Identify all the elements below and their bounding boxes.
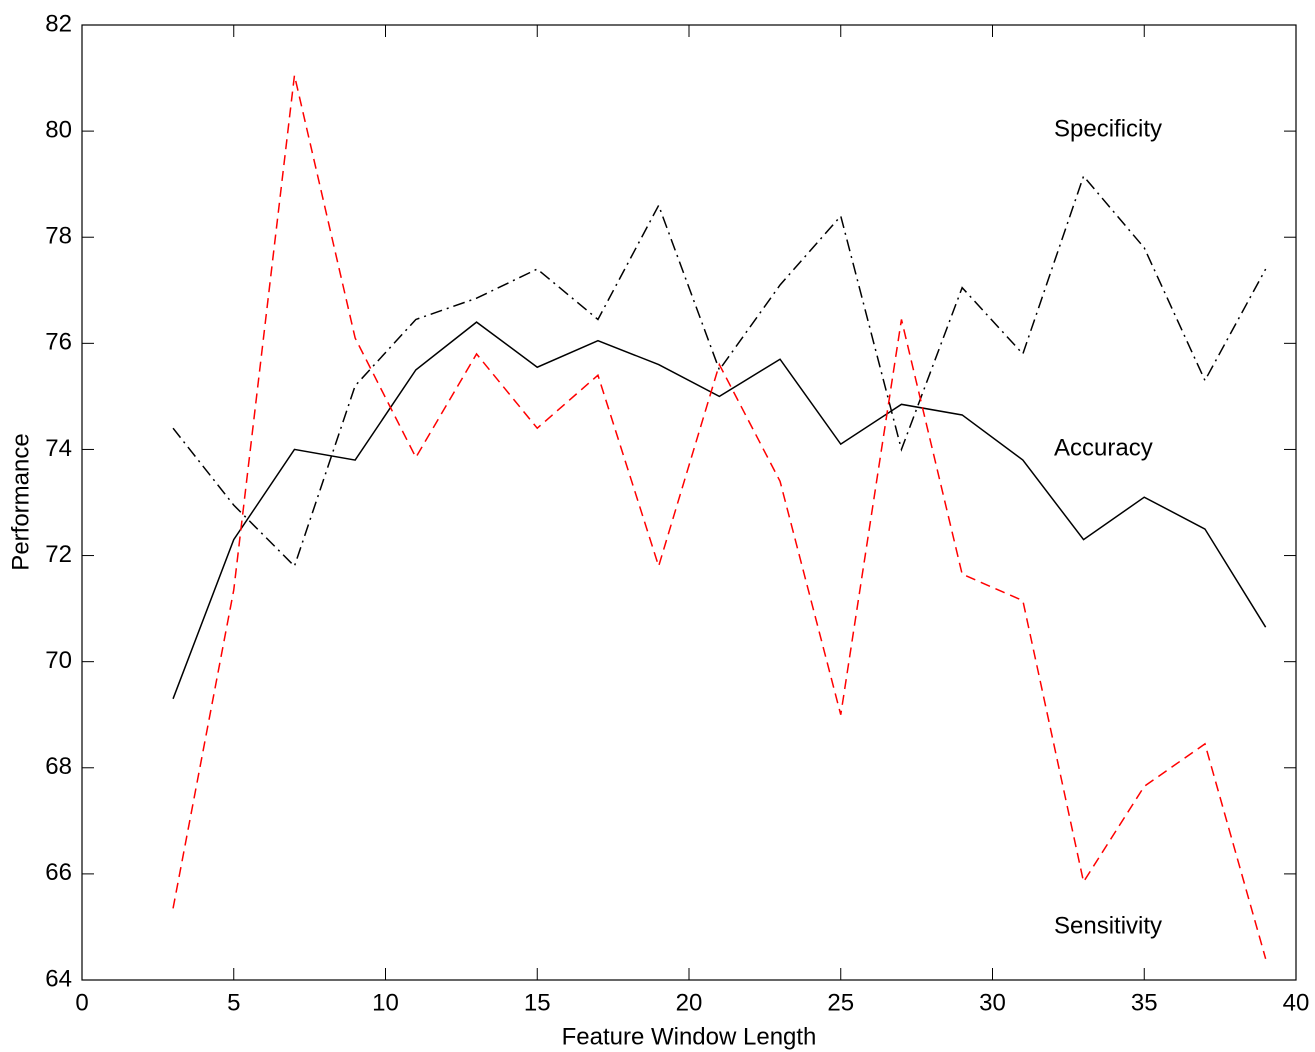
x-tick-label: 15 xyxy=(524,989,551,1016)
y-tick-label: 76 xyxy=(45,329,72,356)
x-tick-label: 10 xyxy=(372,989,399,1016)
y-tick-label: 78 xyxy=(45,223,72,250)
series-label: Specificity xyxy=(1054,115,1162,142)
y-tick-label: 72 xyxy=(45,541,72,568)
series-label: Sensitivity xyxy=(1054,912,1162,939)
series-line xyxy=(172,174,1267,568)
x-tick-label: 0 xyxy=(75,989,88,1016)
series-line xyxy=(172,321,1267,700)
x-tick-label: 5 xyxy=(227,989,240,1016)
y-tick-label: 64 xyxy=(45,965,72,992)
series-line xyxy=(172,75,1267,959)
y-tick-label: 66 xyxy=(45,859,72,886)
y-axis-label: Performance xyxy=(7,433,34,570)
series-label: Accuracy xyxy=(1054,434,1153,461)
y-tick-label: 82 xyxy=(45,10,72,37)
y-tick-label: 68 xyxy=(45,753,72,780)
x-tick-label: 35 xyxy=(1131,989,1158,1016)
y-tick-label: 74 xyxy=(45,435,72,462)
x-tick-label: 25 xyxy=(827,989,854,1016)
y-tick-label: 80 xyxy=(45,116,72,143)
x-axis-label: Feature Window Length xyxy=(562,1023,817,1050)
plot-frame xyxy=(81,24,1297,981)
x-tick-label: 20 xyxy=(676,989,703,1016)
x-tick-label: 30 xyxy=(979,989,1006,1016)
x-tick-label: 40 xyxy=(1283,989,1310,1016)
y-tick-label: 70 xyxy=(45,647,72,674)
